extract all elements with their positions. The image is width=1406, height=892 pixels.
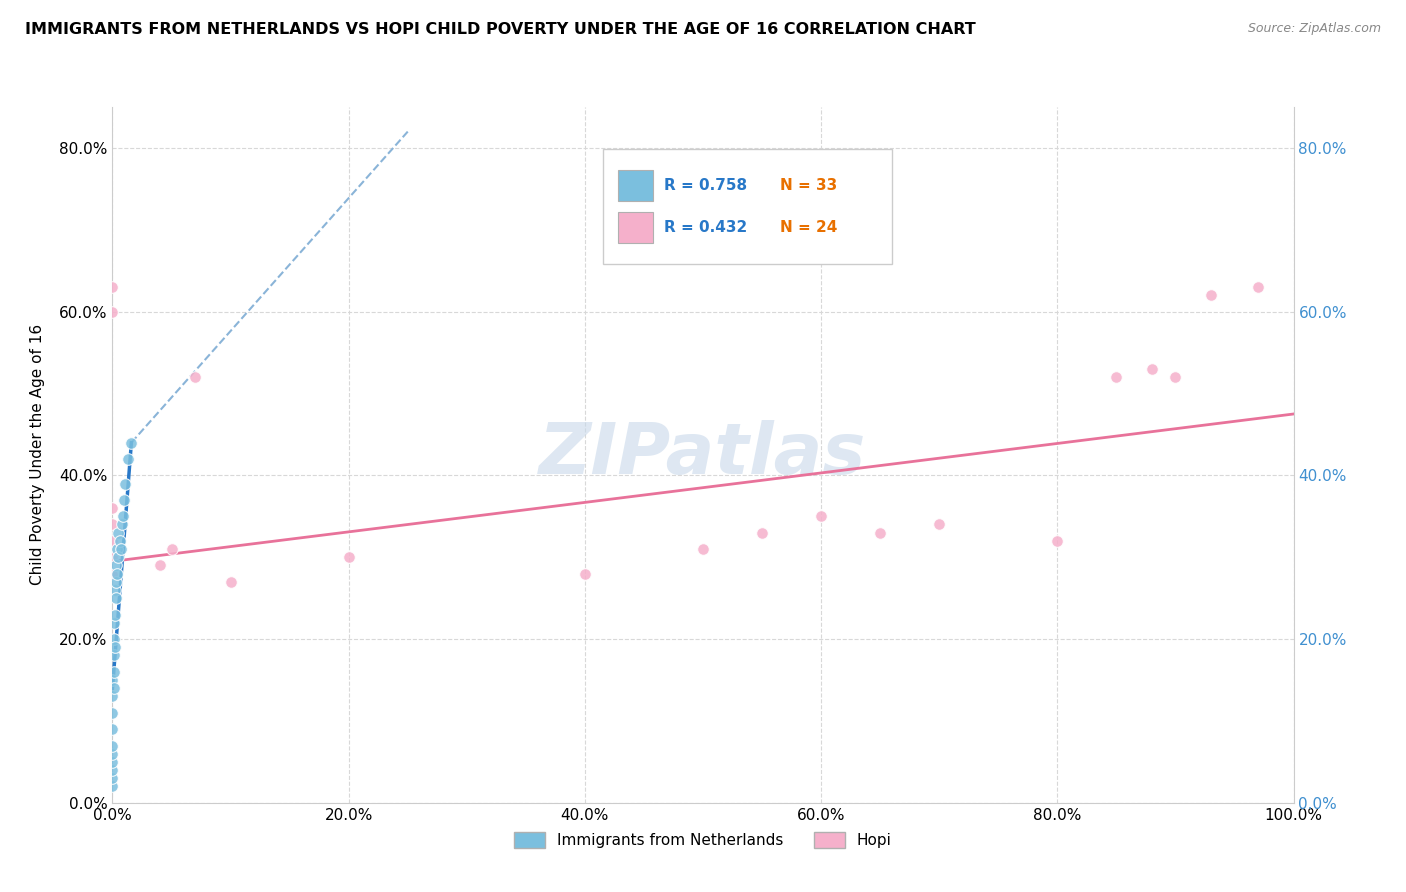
Point (104, 640, 127, 655)
Point (751, 525, 773, 540)
Point (103, 632, 125, 646)
Point (184, 370, 207, 384)
Point (1046, 533, 1069, 548)
Point (149, 558, 172, 573)
Point (104, 607, 127, 622)
Point (108, 533, 131, 548)
Point (101, 280, 124, 294)
Point (114, 476, 136, 491)
Point (1247, 280, 1270, 294)
Text: Source: ZipAtlas.com: Source: ZipAtlas.com (1247, 22, 1381, 36)
Text: N = 24: N = 24 (780, 220, 837, 235)
Point (337, 550, 360, 565)
Text: R = 0.432: R = 0.432 (664, 220, 747, 235)
Text: ZIPatlas: ZIPatlas (540, 420, 866, 490)
Point (104, 582, 127, 597)
Point (101, 550, 124, 565)
Point (105, 558, 128, 573)
Point (219, 574, 242, 589)
FancyBboxPatch shape (603, 149, 891, 264)
Point (1105, 370, 1128, 384)
Point (101, 706, 124, 720)
Point (117, 452, 139, 467)
Point (112, 509, 135, 524)
Point (810, 509, 832, 524)
Point (101, 763, 124, 777)
Point (105, 566, 128, 581)
Point (101, 780, 124, 794)
Text: IMMIGRANTS FROM NETHERLANDS VS HOPI CHILD POVERTY UNDER THE AGE OF 16 CORRELATIO: IMMIGRANTS FROM NETHERLANDS VS HOPI CHIL… (25, 22, 976, 37)
Point (101, 747, 124, 761)
Point (101, 566, 124, 581)
Point (103, 615, 125, 630)
Point (107, 550, 129, 565)
Point (1199, 288, 1222, 302)
Point (105, 591, 128, 606)
Point (574, 566, 596, 581)
Legend: Immigrants from Netherlands, Hopi: Immigrants from Netherlands, Hopi (508, 826, 898, 855)
Point (101, 739, 124, 753)
Text: N = 33: N = 33 (780, 178, 837, 194)
Point (1140, 362, 1163, 376)
Point (101, 673, 124, 687)
Point (101, 533, 124, 548)
Point (101, 690, 124, 704)
FancyBboxPatch shape (619, 211, 654, 243)
Point (1164, 370, 1187, 384)
Point (160, 542, 183, 557)
FancyBboxPatch shape (619, 170, 654, 202)
Point (101, 771, 124, 785)
Y-axis label: Child Poverty Under the Age of 16: Child Poverty Under the Age of 16 (31, 325, 45, 585)
Point (107, 525, 129, 540)
Point (101, 517, 124, 532)
Point (692, 542, 714, 557)
Point (110, 542, 132, 557)
Point (112, 492, 135, 507)
Text: R = 0.758: R = 0.758 (664, 178, 747, 194)
Point (101, 304, 124, 318)
Point (101, 501, 124, 516)
Point (101, 722, 124, 736)
Point (101, 755, 124, 769)
Point (105, 574, 128, 589)
Point (111, 517, 134, 532)
Point (869, 525, 891, 540)
Point (105, 542, 128, 557)
Point (103, 665, 125, 679)
Point (103, 681, 125, 696)
Point (120, 435, 142, 450)
Point (103, 648, 125, 663)
Point (928, 517, 950, 532)
